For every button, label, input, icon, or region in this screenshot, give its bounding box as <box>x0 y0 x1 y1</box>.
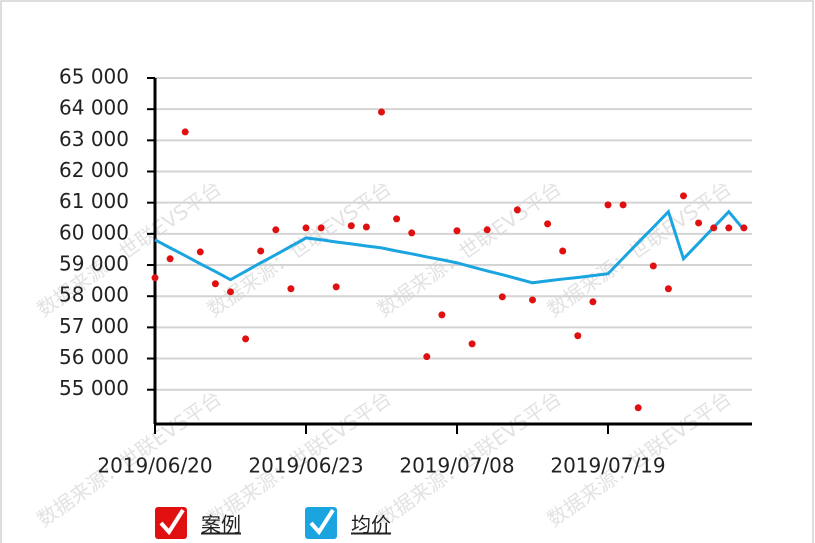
case-point <box>529 296 536 304</box>
case-point <box>725 224 733 232</box>
y-tick-label: 56 000 <box>59 345 129 369</box>
average-line <box>154 208 746 285</box>
case-point <box>408 229 416 237</box>
case-point <box>544 220 552 228</box>
case-point <box>468 340 476 348</box>
x-tick-label: 2019/06/20 <box>97 454 212 478</box>
case-point <box>423 353 431 361</box>
y-tick-label: 59 000 <box>59 252 129 276</box>
case-point <box>332 283 340 291</box>
case-point <box>181 128 189 136</box>
y-tick-label: 64 000 <box>59 96 129 120</box>
x-tick-label: 2019/06/23 <box>248 454 363 478</box>
case-point <box>211 280 219 288</box>
case-point <box>347 222 355 230</box>
case-point <box>604 201 612 209</box>
case-point <box>695 219 703 227</box>
watermark: 数据来源：世联EVS平台 <box>203 176 396 321</box>
case-point <box>227 288 234 296</box>
case-point <box>196 248 204 256</box>
case-point <box>378 108 385 116</box>
case-point <box>649 262 657 270</box>
case-point <box>362 223 370 231</box>
case-point <box>438 311 446 319</box>
legend-label: 案例 <box>201 513 241 537</box>
legend-check <box>309 508 335 536</box>
legend-label: 均价 <box>351 513 391 537</box>
case-point <box>302 224 310 232</box>
case-point <box>559 247 567 255</box>
y-tick-label: 61 000 <box>59 189 129 213</box>
legend-check <box>159 508 185 536</box>
case-point <box>483 226 491 234</box>
watermark: 数据来源：世联EVS平台 <box>543 176 736 321</box>
y-tick-label: 58 000 <box>59 283 129 307</box>
watermark: 数据来源：世联EVS平台 <box>373 176 566 321</box>
y-tick-label: 60 000 <box>59 220 129 244</box>
case-point <box>710 224 718 232</box>
case-point <box>574 332 582 340</box>
case-point <box>680 192 687 200</box>
case-point <box>151 274 159 282</box>
y-tick-label: 57 000 <box>59 314 129 338</box>
y-tick-label: 62 000 <box>59 158 129 182</box>
x-tick-label: 2019/07/08 <box>399 454 514 478</box>
case-point <box>166 255 174 263</box>
case-point <box>317 224 325 232</box>
case-point <box>664 285 672 293</box>
x-tick-label: 2019/07/19 <box>550 454 665 478</box>
case-point <box>453 227 461 235</box>
case-point <box>257 247 265 255</box>
case-point <box>634 404 642 412</box>
y-tick-label: 65 000 <box>59 65 129 89</box>
case-point <box>589 298 597 306</box>
case-point <box>242 335 250 343</box>
case-point <box>740 224 748 232</box>
case-point <box>272 226 280 234</box>
y-tick-label: 63 000 <box>59 127 129 151</box>
case-point <box>393 215 401 223</box>
case-point <box>513 206 521 214</box>
case-point <box>619 201 627 209</box>
case-point <box>287 285 295 293</box>
y-tick-label: 55 000 <box>59 376 129 400</box>
case-point <box>498 293 506 301</box>
